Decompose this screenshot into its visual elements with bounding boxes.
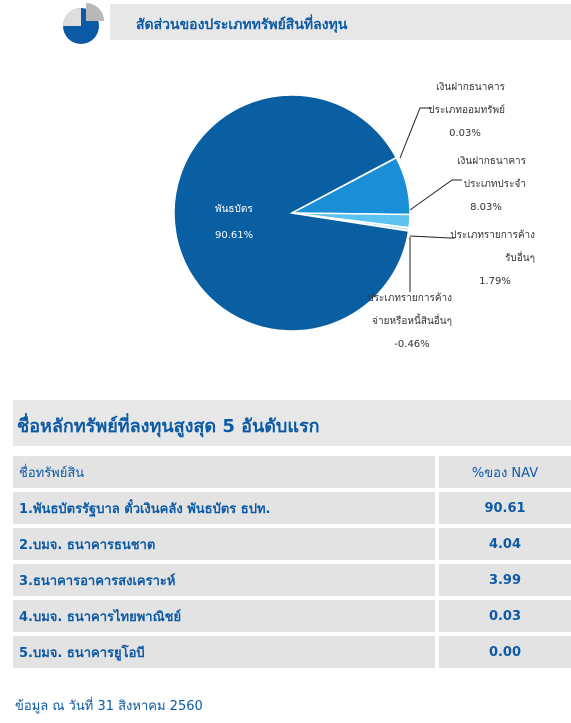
holding-pct: 90.61 [439,492,571,524]
page-title: สัดส่วนของประเภททรัพย์สินที่ลงทุน [136,17,348,33]
holding-name: 2.บมจ. ธนาคารธนชาต [13,528,435,560]
top5-title: ชื่อหลักทรัพย์ที่ลงทุนสูงสุด 5 อันดับแรก [17,416,320,437]
holding-name: 4.บมจ. ธนาคารไทยพาณิชย์ [13,600,435,632]
table-row: 4.บมจ. ธนาคารไทยพาณิชย์ 0.03 [13,600,571,632]
holding-pct: 0.03 [439,600,571,632]
table-row: 1.พันธบัตรรัฐบาล ตั๋วเงินคลัง พันธบัตร ธ… [13,492,571,524]
leader-line [399,107,432,159]
leader-line [409,235,455,239]
holding-name: 1.พันธบัตรรัฐบาล ตั๋วเงินคลัง พันธบัตร ธ… [13,492,435,524]
slice-label: เงินฝากธนาคารประเภทออมทรัพย์ 0.03% [428,82,505,139]
leader-line [409,179,462,211]
table-row: 5.บมจ. ธนาคารยูโอบี 0.00 [13,636,571,668]
pie-chart-icon [63,3,104,44]
holding-pct: 4.04 [439,528,571,560]
holding-pct: 3.99 [439,564,571,596]
holding-name: 5.บมจ. ธนาคารยูโอบี [13,636,435,668]
holding-name: 3.ธนาคารอาคารสงเคราะห์ [13,564,435,596]
header-band: สัดส่วนของประเภททรัพย์สินที่ลงทุน [110,4,571,40]
top5-table: ชื่อทรัพย์สิน %ของ NAV 1.พันธบัตรรัฐบาล … [13,452,571,672]
holding-pct: 0.00 [439,636,571,668]
slice-label: ประเภทรายการค้างรับอื่นๆ 1.79% [450,229,535,287]
slice-label: พันธบัตร 90.61% [215,204,253,241]
pie-slice [173,94,410,332]
pie-slice [291,212,410,232]
top5-title-band: ชื่อหลักทรัพย์ที่ลงทุนสูงสุด 5 อันดับแรก [13,400,571,446]
col-header-pct: %ของ NAV [439,456,571,488]
data-date-note: ข้อมูล ณ วันที่ 31 สิงหาคม 2560 [15,699,203,714]
asset-allocation-pie-chart: พันธบัตร 90.61% เงินฝากธนาคารประเภทออมทรัพ… [173,82,535,350]
slice-label: ประเภทรายการค้างจ่ายหรือหนี้สินอื่นๆ-0.4… [367,292,452,350]
col-header-name: ชื่อทรัพย์สิน [13,456,435,488]
slice-label: เงินฝากธนาคารประเภทประจำ 8.03% [457,156,527,213]
table-row: 2.บมจ. ธนาคารธนชาต 4.04 [13,528,571,560]
table-header-row: ชื่อทรัพย์สิน %ของ NAV [13,456,571,488]
table-row: 3.ธนาคารอาคารสงเคราะห์ 3.99 [13,564,571,596]
